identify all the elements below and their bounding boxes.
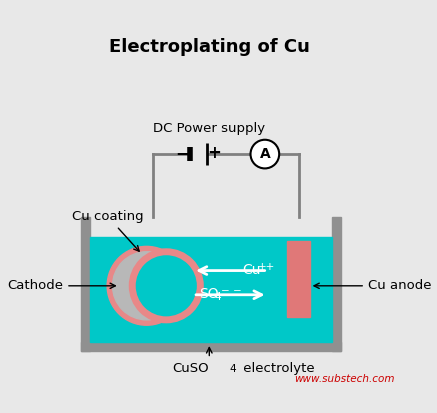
Bar bbox=[81, 217, 90, 351]
Circle shape bbox=[250, 140, 279, 169]
Text: electrolyte: electrolyte bbox=[239, 362, 315, 375]
Bar bbox=[90, 237, 332, 342]
Bar bbox=[287, 241, 310, 317]
Text: 4: 4 bbox=[215, 292, 221, 302]
Text: www.substech.com: www.substech.com bbox=[294, 374, 395, 385]
Circle shape bbox=[107, 247, 186, 325]
Text: 4: 4 bbox=[229, 364, 236, 374]
Text: Electroplating of Cu: Electroplating of Cu bbox=[109, 38, 310, 56]
Text: Cu anode: Cu anode bbox=[314, 279, 431, 292]
Text: − −: − − bbox=[221, 286, 242, 296]
Bar bbox=[81, 342, 341, 351]
Circle shape bbox=[112, 252, 180, 320]
Text: DC Power supply: DC Power supply bbox=[153, 122, 265, 135]
Text: Cu: Cu bbox=[243, 263, 261, 277]
Text: CuSO: CuSO bbox=[173, 362, 209, 375]
Text: +: + bbox=[207, 144, 221, 162]
Text: Cathode: Cathode bbox=[7, 279, 115, 292]
Bar bbox=[332, 217, 341, 351]
Text: Cu coating: Cu coating bbox=[72, 210, 144, 251]
Circle shape bbox=[132, 252, 200, 320]
Text: −: − bbox=[176, 144, 189, 162]
Text: ++: ++ bbox=[258, 262, 275, 272]
Text: A: A bbox=[260, 147, 270, 161]
Text: SO: SO bbox=[199, 287, 219, 301]
